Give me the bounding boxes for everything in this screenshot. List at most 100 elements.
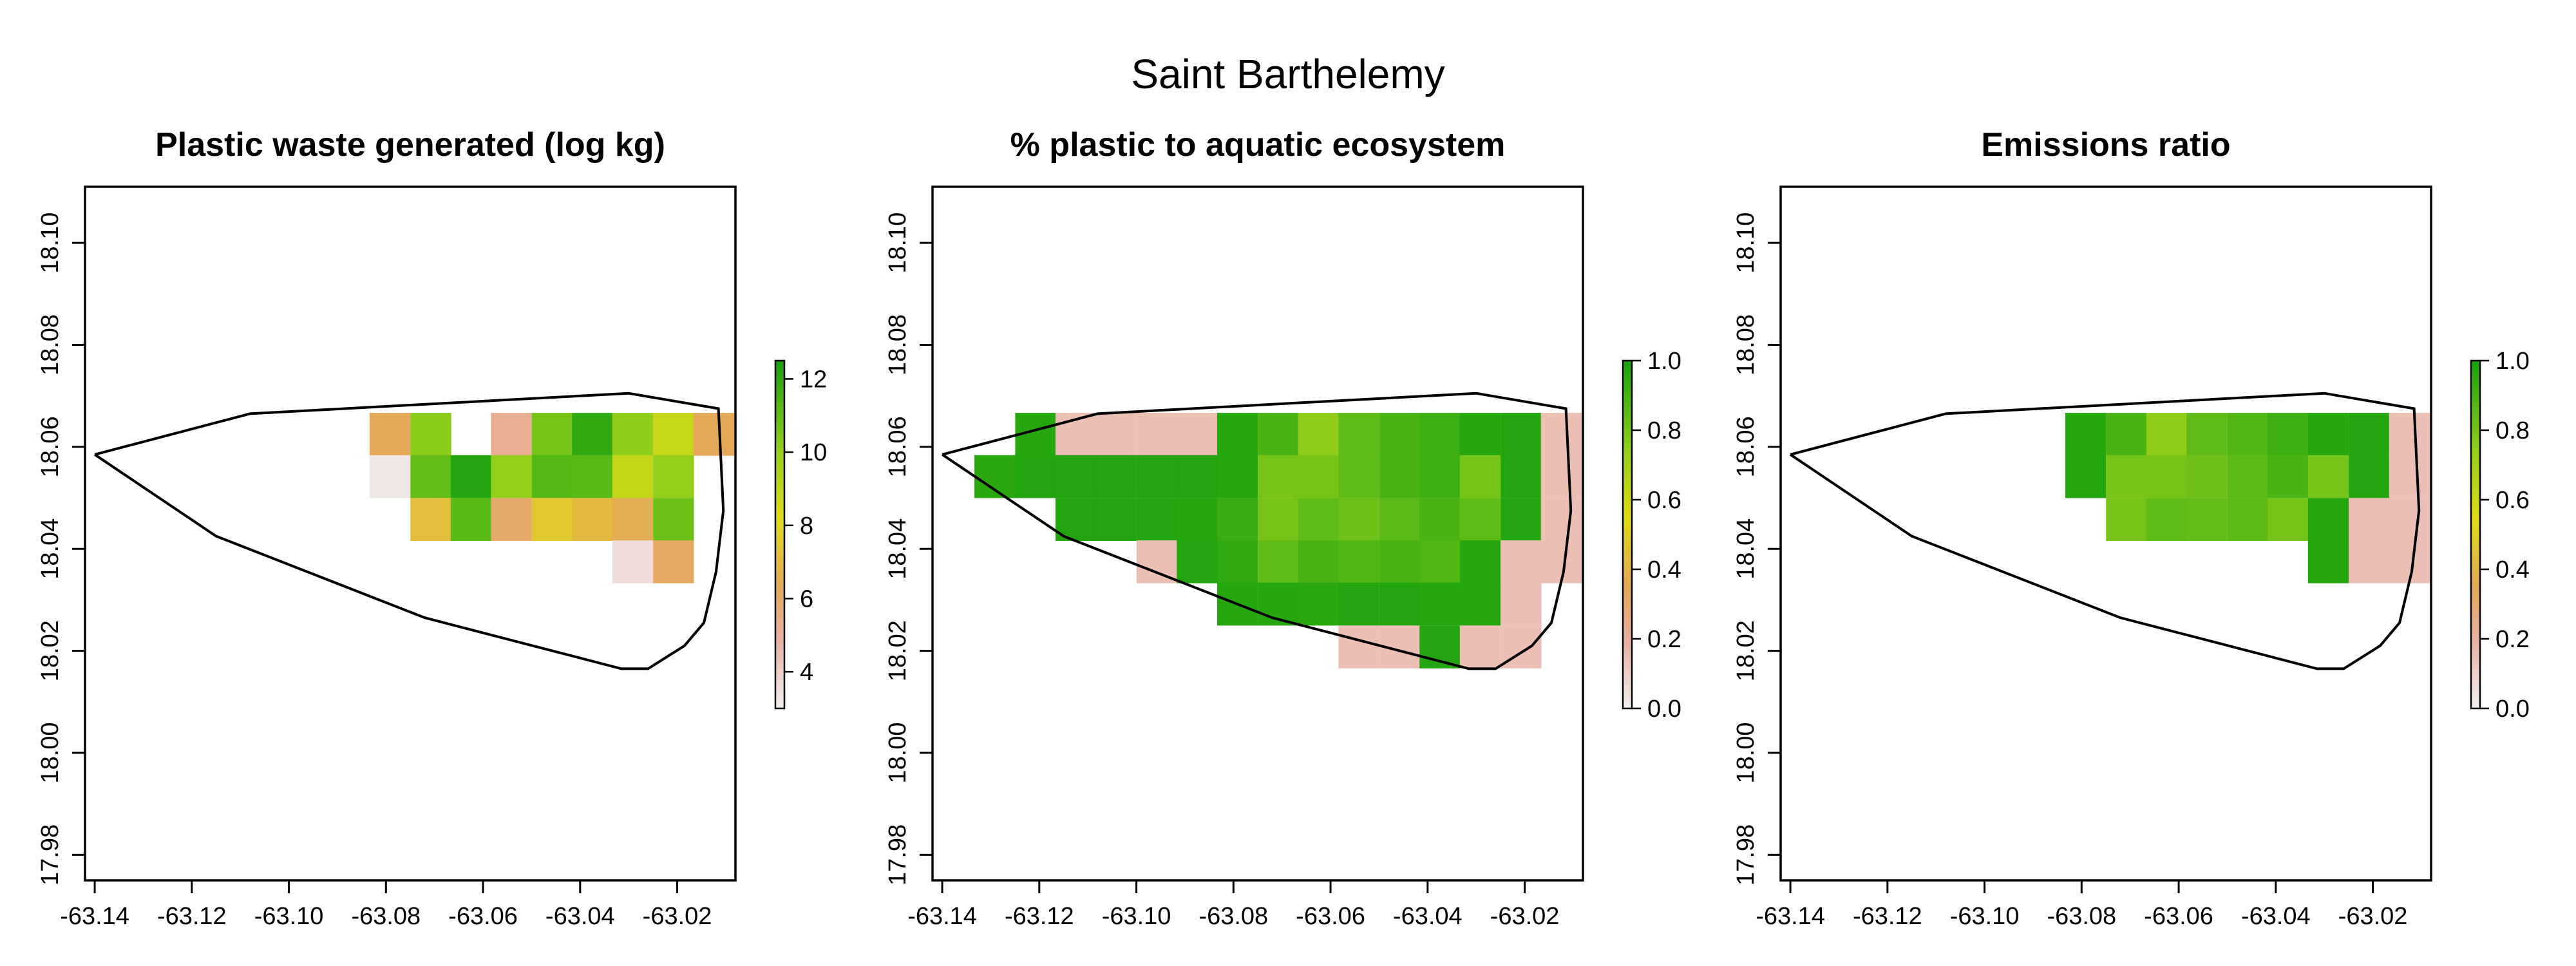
legend-tick-label: 0.6 — [1647, 487, 1681, 514]
legend-swatch — [1623, 465, 1632, 471]
legend-swatch — [1623, 477, 1632, 483]
legend-swatch — [775, 610, 784, 616]
x-tick-label: -63.04 — [545, 903, 615, 930]
legend-swatch — [775, 645, 784, 651]
legend-swatch — [2471, 500, 2480, 506]
legend-tick-label: 0.6 — [2496, 487, 2530, 514]
legend-swatch — [1623, 459, 1632, 466]
legend-swatch — [1623, 674, 1632, 680]
legend-swatch — [775, 569, 784, 576]
raster-cell — [1338, 582, 1379, 626]
legend-swatch — [2471, 453, 2480, 460]
legend-swatch — [2471, 645, 2480, 651]
legend-swatch — [2471, 679, 2480, 686]
raster-cell — [450, 455, 492, 498]
raster-cell — [2349, 455, 2390, 498]
legend-swatch — [775, 552, 784, 558]
legend-swatch — [1623, 616, 1632, 622]
legend-swatch — [775, 372, 784, 379]
legend-swatch — [1623, 511, 1632, 518]
raster-cell — [491, 498, 532, 541]
legend-swatch — [2471, 604, 2480, 611]
legend-swatch — [775, 581, 784, 587]
x-tick-label: -63.14 — [1756, 903, 1825, 930]
legend-swatch — [775, 564, 784, 570]
x-tick-label: -63.12 — [157, 903, 227, 930]
legend-tick-label: 0.2 — [1647, 626, 1681, 653]
raster-cell — [1177, 455, 1218, 498]
raster-cell — [653, 498, 694, 541]
raster-cell — [2307, 498, 2349, 541]
y-tick-label: 18.00 — [37, 722, 64, 783]
legend-swatch — [775, 575, 784, 582]
legend-swatch — [775, 691, 784, 697]
legend-swatch — [2471, 366, 2480, 373]
map-panel-3: Emissions ratio -63.14 -63.12 -63.10 -63.08 -… — [1732, 126, 2530, 930]
legend-swatch — [2471, 697, 2480, 703]
raster-cell — [1298, 413, 1340, 456]
raster-cell — [1501, 413, 1542, 456]
legend-swatch — [2471, 592, 2480, 599]
legend-swatch — [1623, 581, 1632, 587]
y-tick-label: 18.04 — [37, 518, 64, 580]
y-tick-label: 18.02 — [1732, 620, 1759, 681]
legend-tick-label: 0.0 — [1647, 696, 1681, 723]
legend-swatch — [2471, 465, 2480, 471]
raster-cell — [1338, 498, 1379, 541]
legend-tick-label: 0.8 — [1647, 417, 1681, 444]
legend-swatch — [775, 477, 784, 483]
raster-cell — [1501, 455, 1542, 498]
legend-frame — [774, 359, 786, 710]
legend-swatch — [2471, 482, 2480, 489]
raster-cell — [1459, 582, 1501, 626]
legend-tick-label: 8 — [800, 513, 813, 540]
raster-cell — [2106, 455, 2147, 498]
legend-swatch — [775, 633, 784, 639]
raster-cell — [1379, 413, 1421, 456]
legend-swatch — [1623, 517, 1632, 524]
raster-cell — [2268, 455, 2309, 498]
raster-cell — [531, 455, 573, 498]
raster-cell — [653, 540, 694, 583]
legend-swatch — [775, 517, 784, 524]
legend-swatch — [775, 471, 784, 477]
raster-cell — [2065, 413, 2107, 456]
legend-swatch — [1623, 506, 1632, 512]
raster-cell — [1540, 413, 1582, 456]
legend-swatch — [2471, 471, 2480, 477]
legend-swatch — [1623, 488, 1632, 495]
legend-swatch — [2471, 419, 2480, 425]
legend-swatch — [2471, 656, 2480, 663]
legend-swatch — [2471, 616, 2480, 622]
raster-cell — [531, 413, 573, 456]
legend-swatch — [2471, 535, 2480, 541]
x-tick-label: -63.14 — [60, 903, 129, 930]
raster-cell — [2227, 455, 2269, 498]
legend-tick-label: 1.0 — [2496, 348, 2530, 375]
legend-swatch — [775, 621, 784, 628]
legend-swatch — [2471, 639, 2480, 645]
legend-swatch — [1623, 587, 1632, 593]
raster-cell — [2389, 413, 2430, 456]
x-tick-label: -63.12 — [1005, 903, 1074, 930]
legend-swatch — [775, 436, 784, 442]
legend-swatch — [775, 558, 784, 564]
legend-swatch — [2471, 442, 2480, 448]
legend-swatch — [775, 442, 784, 448]
legend-swatch — [1623, 471, 1632, 477]
raster-cell — [491, 455, 532, 498]
y-tick-label: 18.10 — [884, 213, 911, 274]
legend-swatch — [775, 697, 784, 703]
y-tick-label: 18.06 — [1732, 416, 1759, 477]
legend-swatch — [775, 546, 784, 553]
legend-swatch — [2471, 407, 2480, 413]
raster-cell — [572, 455, 613, 498]
legend-swatch — [1623, 529, 1632, 535]
legend-swatch — [2471, 674, 2480, 680]
raster-cell — [2227, 498, 2269, 541]
legend-frame — [1622, 359, 1633, 710]
legend-swatch — [1623, 691, 1632, 697]
legend-swatch — [2471, 575, 2480, 582]
x-tick-label: -63.08 — [2047, 903, 2116, 930]
